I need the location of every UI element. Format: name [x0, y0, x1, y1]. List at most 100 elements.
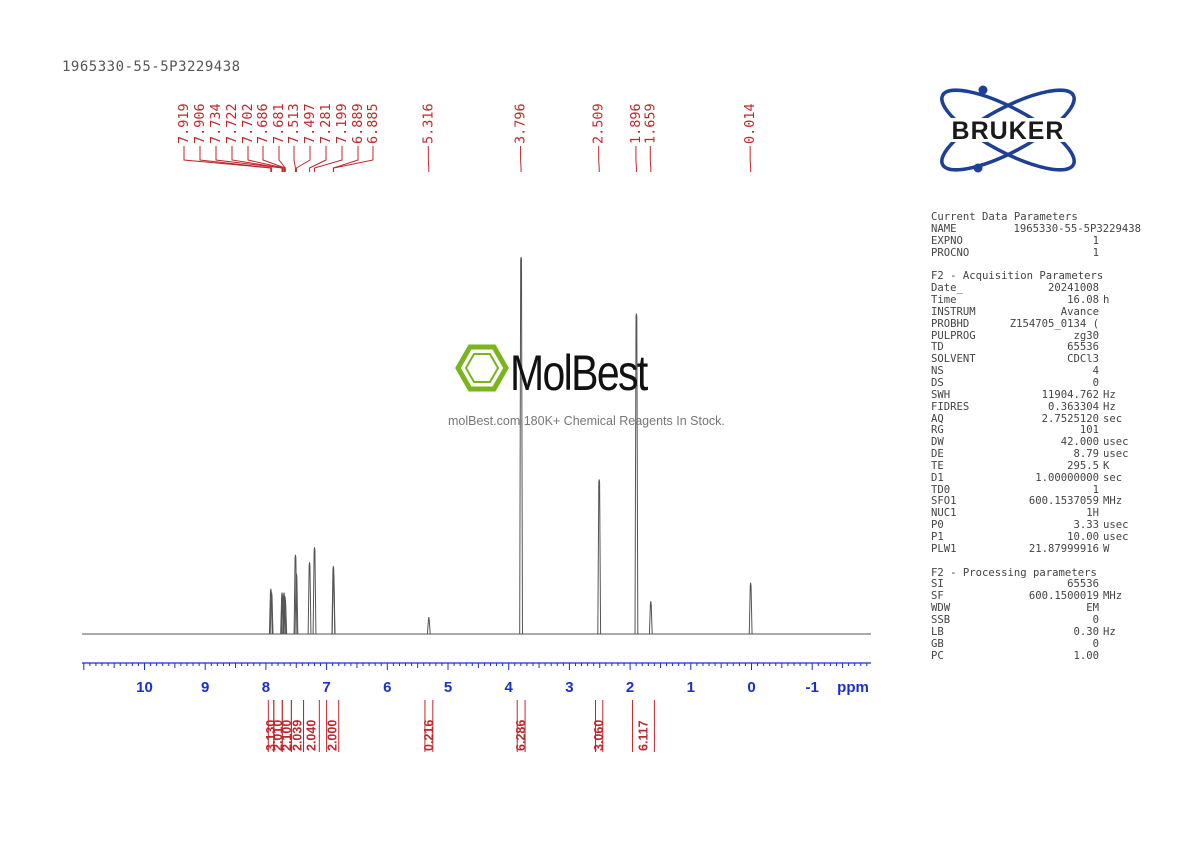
peak-label: 2.509 [591, 103, 607, 144]
parameter-row: NAME 1965330-55-5P3229438 [931, 223, 1141, 236]
parameter-key: LB [931, 625, 944, 638]
parameter-key: SI [931, 578, 944, 591]
integral-value: 2.100 [280, 720, 294, 751]
parameter-row: FIDRES 0.363304 Hz [931, 400, 1141, 414]
parameter-key: GB [931, 637, 944, 650]
parameter-section-header: Current Data Parameters [931, 211, 1078, 223]
integral-value: 2.010 [271, 720, 285, 751]
parameter-unit: Hz [1103, 388, 1116, 401]
peak-label: 5.316 [420, 103, 436, 144]
parameter-row: SI 65536 [931, 579, 1141, 591]
integral-value: 3.130 [264, 720, 278, 751]
spectrum-peak-8 [294, 573, 299, 635]
parameter-key: INSTRUM [931, 305, 976, 318]
axis-tick-label: 7 [322, 679, 330, 696]
parameter-row: DE 8.79 usec [931, 448, 1141, 461]
integral-bracket [326, 700, 340, 752]
parameter-key: DE [931, 448, 944, 461]
axis-unit-label: ppm [837, 679, 869, 696]
parameter-key: P1 [931, 530, 944, 543]
peak-label-connector [427, 146, 430, 172]
parameter-key: FIDRES [931, 400, 970, 413]
parameter-value: 11904.762 [1041, 388, 1099, 401]
parameter-key: DW [931, 436, 944, 449]
integral-bracket [516, 700, 526, 752]
peak-label-connector [332, 146, 359, 172]
peak-label-connector [598, 146, 600, 172]
parameter-value: 1 [1092, 483, 1099, 496]
axis-tick-label: 9 [201, 679, 209, 696]
spectrum-peak-1 [269, 592, 274, 635]
parameter-row: EXPNO 1 [931, 235, 1141, 248]
spectrum-peak-17 [648, 601, 653, 635]
parameter-key: SSB [931, 614, 951, 626]
parameter-section-header: F2 - Acquisition Parameters [931, 270, 1104, 283]
axis-tick-label: 8 [262, 679, 270, 696]
parameter-value: 42.000 [1060, 436, 1099, 449]
spectrum-trace-group [82, 256, 871, 635]
parameter-row: PC 1.00 [931, 649, 1141, 663]
parameter-row: TE 295.5 K [931, 460, 1141, 473]
ppm-axis: 10 9 8 7 6 5 4 3 2 1 0 -1 ppm [82, 662, 871, 696]
parameter-value: 1 [1092, 246, 1099, 259]
peak-label-connector [649, 146, 652, 172]
parameter-unit: usec [1103, 436, 1129, 449]
peak-label: 7.734 [208, 103, 224, 144]
peak-label: 1.659 [642, 103, 658, 144]
integral-bracket [303, 700, 320, 752]
parameter-unit: MHz [1103, 590, 1123, 603]
parameter-value: 600.1500019 [1028, 590, 1099, 603]
bruker-logo: BRUKER [926, 85, 1090, 173]
integral-value: 2.039 [290, 720, 304, 751]
spectrum-peak-12 [331, 573, 336, 635]
parameter-row: PLW1 21.87999916 W [931, 542, 1141, 556]
spectrum-peak-18 [748, 582, 753, 635]
parameter-key: PLW1 [931, 542, 957, 555]
peak-label-connector [635, 146, 637, 172]
parameter-value: 0.363304 [1047, 400, 1099, 413]
peak-label: 7.686 [255, 103, 271, 144]
peak-label: 7.281 [318, 103, 334, 144]
parameter-value: 2.7525120 [1041, 412, 1099, 425]
spectrum-peak-9 [307, 562, 312, 635]
parameter-value: 3.33 [1073, 519, 1099, 532]
parameter-value: 65536 [1067, 578, 1099, 591]
spectrum-peak-13 [426, 616, 431, 635]
parameter-key: TD0 [931, 483, 951, 496]
parameter-row: TD 65536 [931, 342, 1141, 354]
peak-label: 7.722 [224, 103, 240, 144]
parameter-unit: sec [1103, 412, 1123, 425]
parameter-unit: W [1103, 542, 1110, 555]
parameter-value: Avance [1060, 305, 1099, 318]
parameter-value: 65536 [1067, 341, 1099, 354]
peak-label-connector [295, 146, 311, 172]
parameter-key: PROBHD [931, 317, 970, 330]
integral-value: 6.286 [514, 720, 528, 751]
peak-label: 7.681 [271, 103, 287, 144]
peak-label: 7.906 [192, 103, 208, 144]
peak-label-connector [278, 146, 286, 172]
axis-tick-label: 10 [136, 679, 153, 696]
peak-label: 7.513 [286, 103, 302, 144]
parameter-row: DS 0 [931, 377, 1141, 390]
parameter-value: 8.79 [1073, 448, 1099, 461]
parameter-row: AQ 2.7525120 sec [931, 412, 1141, 426]
integral-value: 2.040 [304, 720, 318, 751]
parameter-key: PC [931, 649, 944, 662]
peak-label: 6.889 [350, 103, 366, 144]
axis-tick-label: -1 [806, 679, 819, 696]
parameter-key: NS [931, 365, 944, 378]
parameter-value: 20241008 [1047, 282, 1099, 295]
axis-tick-label: 3 [565, 679, 573, 696]
parameter-row: PROCNO 1 [931, 246, 1141, 260]
atom-icon [940, 88, 1076, 172]
parameter-row: PROBHD Z154705_0134 ( [931, 317, 1141, 331]
sample-id-title: 1965330-55-5P3229438 [62, 59, 241, 75]
peak-label-connector [333, 146, 374, 172]
integral-bracket [595, 700, 604, 752]
parameter-row: SFO1 600.1537059 MHz [931, 496, 1141, 508]
parameter-panel: Current Data Parameters NAME 1965330-55-5P… [931, 211, 1141, 663]
axis-tick-label: 2 [626, 679, 634, 696]
parameter-row: WDW EM [931, 602, 1141, 615]
parameter-row: NUC1 1H [931, 507, 1141, 520]
